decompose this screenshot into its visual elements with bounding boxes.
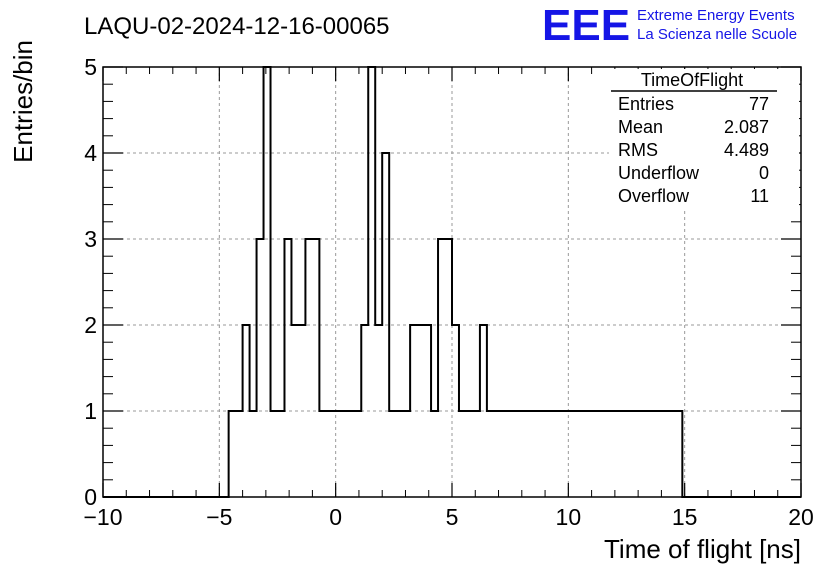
eee-logo: EEE Extreme Energy Events La Scienza nel… [542,1,797,50]
y-tick-label: 0 [84,484,97,510]
stats-box-title: TimeOfFlight [641,70,743,90]
stats-row-value: 2.087 [724,117,769,137]
stats-row-value: 4.489 [724,140,769,160]
x-tick-labels: −10 −5 0 5 10 15 20 [83,504,813,530]
logo-line1: Extreme Energy Events [637,7,795,24]
chart-title: LAQU-02-2024-12-16-00065 [84,13,390,40]
stats-row-label: Entries [618,94,674,114]
x-tick-label: 10 [556,504,582,530]
x-tick-label: 15 [672,504,698,530]
stats-row-value: 11 [750,186,769,206]
plot-frame [102,66,802,498]
y-tick-label: 5 [84,54,97,80]
stats-row-label: Overflow [618,186,690,206]
stats-box: TimeOfFlight Entries 77 Mean 2.087 RMS 4.489 U… [609,69,799,209]
x-tick-label: 5 [446,504,459,530]
y-tick-label: 2 [84,312,97,338]
logo-line2: La Scienza nelle Scuole [637,26,797,43]
stats-row-label: Mean [618,117,663,137]
stats-rows: Entries 77 Mean 2.087 RMS 4.489 Underflow 0 Over… [618,94,769,206]
y-tick-label: 4 [84,140,97,166]
y-axis-label: Entries/bin [8,40,38,163]
stats-row-label: Underflow [618,163,700,183]
y-tick-label: 3 [84,226,97,252]
y-tick-label: 1 [84,398,97,424]
stats-box-background [609,69,799,209]
x-tick-label: −5 [206,504,232,530]
stats-row-label: RMS [618,140,658,160]
x-tick-label: 20 [788,504,814,530]
logo-mark: EEE [542,1,630,50]
stats-row-value: 0 [759,163,769,183]
y-tick-labels: 0 1 2 3 4 5 [84,54,97,510]
x-axis-label: Time of flight [ns] [604,534,801,564]
x-tick-label: 0 [329,504,342,530]
x-tick-label: −10 [83,504,122,530]
stats-row-value: 77 [749,94,769,114]
